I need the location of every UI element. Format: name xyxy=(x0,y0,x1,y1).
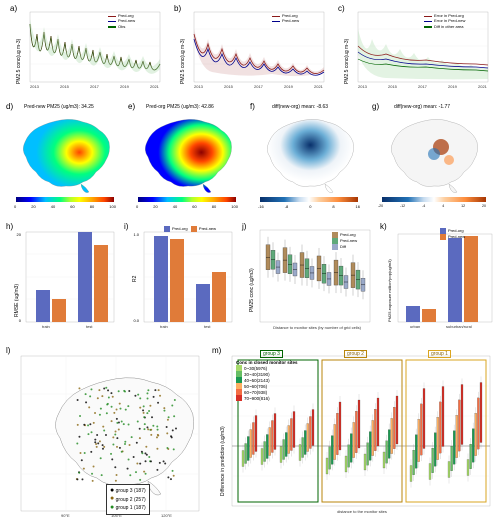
map-g xyxy=(372,102,494,212)
legend-j: Pred-org Pred-new Diff xyxy=(332,232,357,250)
panel-g: g) diff(new-org) mean: -1.77 -20-12-4412… xyxy=(372,102,494,212)
panel-j: j) PM25 conc (ug/m3) Pred-org Pred-new D… xyxy=(242,222,374,340)
map-e xyxy=(128,102,246,212)
svg-text:20: 20 xyxy=(17,232,22,237)
map-f xyxy=(250,102,368,212)
group-label-2: group 2 xyxy=(344,350,367,358)
legend-i: Pred-org Pred-new xyxy=(164,226,216,232)
chart-h: 0 20 xyxy=(6,222,118,337)
group-label-3: group 3 xyxy=(260,350,283,358)
legend-c: Error in Pred-org Error in Pred-new Diff… xyxy=(424,14,465,30)
svg-text:0: 0 xyxy=(19,318,22,323)
panel-f: f) diff(new-org) mean: -8.63 -16-80816 xyxy=(250,102,368,212)
panel-l: l) ● group 3 (187) ● group 2 (257) ● gro… xyxy=(6,346,206,526)
panel-c: c) PM2.5 conc(ug m-3) Error in Pred-org … xyxy=(336,4,494,96)
panel-b: b) PM2.5 conc(ug m-3) Pred-org Pred-new … xyxy=(172,4,330,96)
svg-text:1.0: 1.0 xyxy=(133,232,139,237)
chart-b xyxy=(172,4,330,96)
panel-k: k) PM25-exposure million*pop(ug/m3) Pred… xyxy=(380,222,496,340)
panel-i: i) R2 0.01.0 Pred-org Pred-new train tes… xyxy=(124,222,236,337)
chart-k xyxy=(380,222,496,340)
panel-h: h) RMSE (ug/m3) 020 train test xyxy=(6,222,118,337)
panel-e: e) Pred-org PM25 (ug/m3): 42.86 02040608… xyxy=(128,102,246,212)
panel-a: a) PM2.5 conc(ug m-3) Pred-org Pred-new … xyxy=(8,4,166,96)
legend-a: Pred-org Pred-new Obs xyxy=(108,14,135,30)
group-label-1: group 1 xyxy=(428,350,451,358)
map-d xyxy=(6,102,124,212)
chart-c xyxy=(336,4,494,96)
chart-i: 0.0 1.0 xyxy=(124,222,236,337)
panel-d: d) Pred-new PM25 (ug/m3): 34.25 02040608… xyxy=(6,102,124,212)
legend-b: Pred-org Pred-new xyxy=(272,14,299,25)
panel-m: m) Difference in prediction (ug/m3) grou… xyxy=(212,346,496,528)
chart-a xyxy=(8,4,166,96)
legend-k: Pred-org Pred-new xyxy=(440,228,465,240)
svg-text:0.0: 0.0 xyxy=(133,318,139,323)
legend-l: ● group 3 (187) ● group 2 (257) ● group … xyxy=(106,484,150,515)
legend-m: Conc in closed monitor sites 0~30(5976) … xyxy=(236,360,298,401)
